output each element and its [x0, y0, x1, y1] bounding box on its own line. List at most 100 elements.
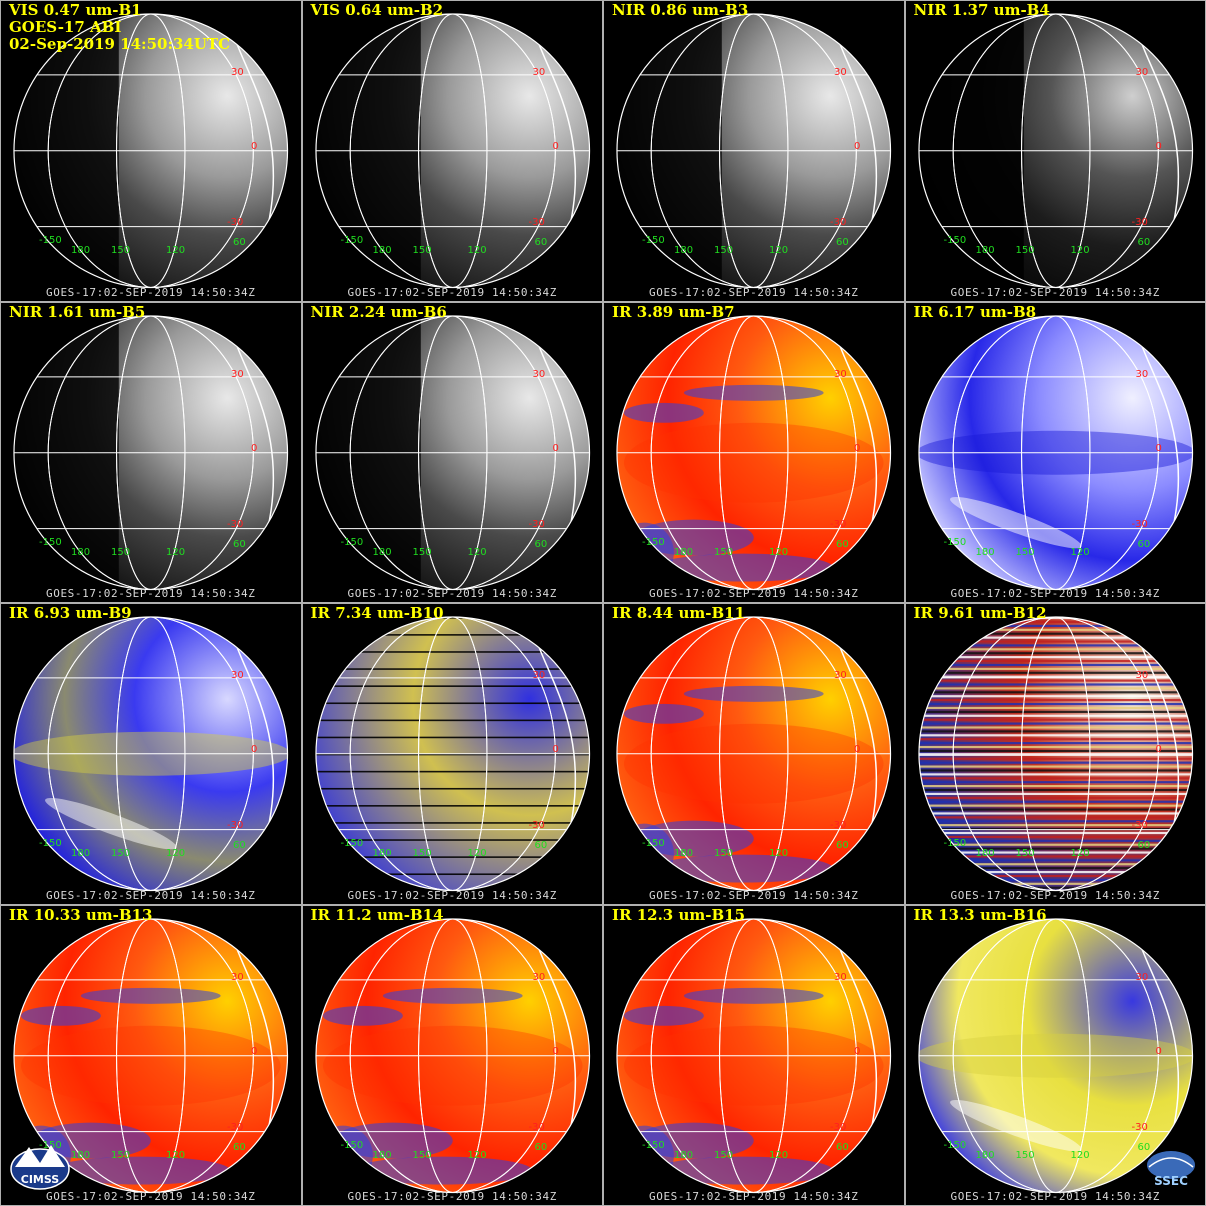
band-panel: IR 13.3 um-B16 30 0 -30 -150 180 150 120 60 GOES-…	[905, 905, 1205, 1205]
globe-image	[314, 616, 590, 892]
longitude-label: 180	[372, 848, 392, 859]
latitude-label: 30	[532, 670, 546, 681]
longitude-label: 120	[1070, 848, 1090, 859]
longitude-label: 180	[674, 245, 694, 256]
latitude-label: -30	[528, 820, 545, 831]
panel-footer-timestamp: GOES-17:02-SEP-2019 14:50:34Z	[950, 888, 1160, 902]
band-title: IR 11.2 um-B14	[310, 905, 444, 924]
latitude-label: 30	[231, 368, 244, 380]
longitude-label: 150	[1015, 848, 1035, 859]
svg-text:SSEC: SSEC	[1154, 1174, 1188, 1188]
longitude-label: 60	[233, 840, 246, 851]
longitude-label: 180	[674, 546, 694, 558]
latitude-label: -30	[830, 217, 847, 228]
latitude-label: -30	[227, 518, 244, 530]
longitude-label: 60	[836, 840, 849, 851]
band-title: IR 7.34 um-B10	[310, 604, 444, 622]
latitude-label: 0	[251, 1045, 258, 1057]
longitude-label: 150	[714, 245, 734, 256]
latitude-label: 30	[532, 971, 546, 983]
panel-footer-timestamp: GOES-17:02-SEP-2019 14:50:34Z	[649, 285, 859, 299]
longitude-label: -150	[39, 838, 62, 849]
band-title: IR 9.61 um-B12	[913, 604, 1047, 622]
latitude-label: 0	[854, 442, 861, 454]
longitude-label: 120	[769, 1149, 789, 1161]
panel-footer-timestamp: GOES-17:02-SEP-2019 14:50:34Z	[950, 587, 1160, 600]
panel-footer-timestamp: GOES-17:02-SEP-2019 14:50:34Z	[46, 587, 256, 600]
globe-image	[917, 314, 1193, 590]
longitude-label: -150	[340, 838, 364, 849]
band-panel: IR 10.33 um-B13 30 0 -30 -150 180 150 120 60 GOES…	[1, 905, 301, 1205]
longitude-label: -150	[943, 1139, 967, 1151]
panel-footer-timestamp: GOES-17:02-SEP-2019 14:50:34Z	[649, 1190, 859, 1203]
longitude-label: -150	[340, 536, 364, 548]
latitude-label: 0	[854, 744, 861, 755]
longitude-label: 60	[836, 1141, 849, 1153]
longitude-label: 120	[769, 546, 789, 558]
band-panel: IR 7.34 um-B10 30 0 -30 -150 180 150 120 60 GOES-…	[302, 604, 602, 904]
globe-image	[616, 13, 892, 289]
longitude-label: 120	[1070, 1149, 1090, 1161]
longitude-label: 180	[372, 1149, 392, 1161]
longitude-label: -150	[642, 1139, 665, 1151]
latitude-label: 30	[1135, 67, 1149, 78]
panel-footer-timestamp: GOES-17:02-SEP-2019 14:50:34Z	[46, 1190, 256, 1203]
longitude-label: 60	[233, 237, 246, 248]
latitude-label: 0	[1155, 141, 1162, 152]
panel-footer-timestamp: GOES-17:02-SEP-2019 14:50:34Z	[950, 1190, 1160, 1203]
latitude-label: 30	[231, 971, 244, 983]
latitude-label: 30	[834, 670, 847, 681]
latitude-label: -30	[227, 217, 244, 228]
latitude-label: -30	[830, 1121, 847, 1133]
longitude-label: 180	[71, 245, 91, 256]
band-panel: NIR 2.24 um-B6 30 0 -30 -150 180 150 120 60 GOES-…	[302, 302, 602, 602]
longitude-label: 60	[836, 237, 849, 248]
longitude-label: 180	[975, 848, 995, 859]
band-panel: IR 12.3 um-B15 30 0 -30 -150 180 150 120 60 GOES-…	[604, 905, 904, 1205]
latitude-label: 0	[854, 141, 861, 152]
longitude-label: -150	[39, 235, 62, 246]
longitude-label: -150	[943, 838, 967, 849]
longitude-label: 180	[975, 546, 995, 558]
band-title: NIR 1.37 um-B4	[913, 1, 1050, 19]
longitude-label: 150	[412, 546, 432, 558]
panel-footer-timestamp: GOES-17:02-SEP-2019 14:50:34Z	[347, 285, 557, 299]
band-title: NIR 1.61 um-B5	[9, 302, 146, 321]
band-title: VIS 0.47 um-B1	[9, 1, 142, 19]
latitude-label: 0	[251, 442, 258, 454]
latitude-label: -30	[1131, 820, 1148, 831]
longitude-label: -150	[642, 536, 665, 548]
longitude-label: 60	[1137, 237, 1151, 248]
cimss-logo: CIMSS	[9, 1139, 71, 1191]
latitude-label: -30	[227, 820, 244, 831]
globe-image	[314, 314, 590, 590]
band-panel: IR 8.44 um-B11 30 0 -30 -150 180 150 120 60 GOES-…	[604, 604, 904, 904]
panel-footer-timestamp: GOES-17:02-SEP-2019 14:50:34Z	[46, 888, 256, 902]
latitude-label: 0	[552, 141, 559, 152]
latitude-label: 0	[251, 744, 258, 755]
longitude-label: 120	[166, 245, 186, 256]
latitude-label: 30	[834, 368, 847, 380]
ssec-logo: SSEC	[1145, 1145, 1197, 1189]
latitude-label: 0	[854, 1045, 861, 1057]
band-panel: IR 6.93 um-B9 30 0 -30 -150 180 150 120 60 GOES-1…	[1, 604, 301, 904]
latitude-label: -30	[1131, 217, 1148, 228]
longitude-label: 120	[1070, 546, 1090, 558]
longitude-label: 120	[467, 1149, 487, 1161]
satellite-name: GOES-17 ABI	[9, 18, 122, 36]
latitude-label: 0	[552, 744, 559, 755]
band-panel: IR 11.2 um-B14 30 0 -30 -150 180 150 120 60 GOES-…	[302, 905, 602, 1205]
longitude-label: -150	[943, 536, 967, 548]
latitude-label: 0	[1155, 1045, 1162, 1057]
longitude-label: 180	[674, 848, 694, 859]
band-title: IR 6.93 um-B9	[9, 604, 132, 622]
band-panel: VIS 0.47 um-B1 GOES-17 ABI 02-Sep-2019 14:…	[1, 1, 301, 301]
panel-footer-timestamp: GOES-17:02-SEP-2019 14:50:34Z	[649, 587, 859, 600]
band-panel: VIS 0.64 um-B2 30 0 -30 -150 180 150 120 60 GOES-…	[302, 1, 602, 301]
longitude-label: 150	[412, 1149, 432, 1161]
band-title: IR 10.33 um-B13	[9, 905, 153, 924]
band-title: IR 8.44 um-B11	[612, 604, 746, 622]
longitude-label: 150	[714, 1149, 734, 1161]
band-panel: NIR 1.37 um-B4 30 0 -30 -150 180 150 120 60 GOES-…	[905, 1, 1205, 301]
band-panel: IR 6.17 um-B8 30 0 -30 -150 180 150 120 60 GOES-1…	[905, 302, 1205, 602]
